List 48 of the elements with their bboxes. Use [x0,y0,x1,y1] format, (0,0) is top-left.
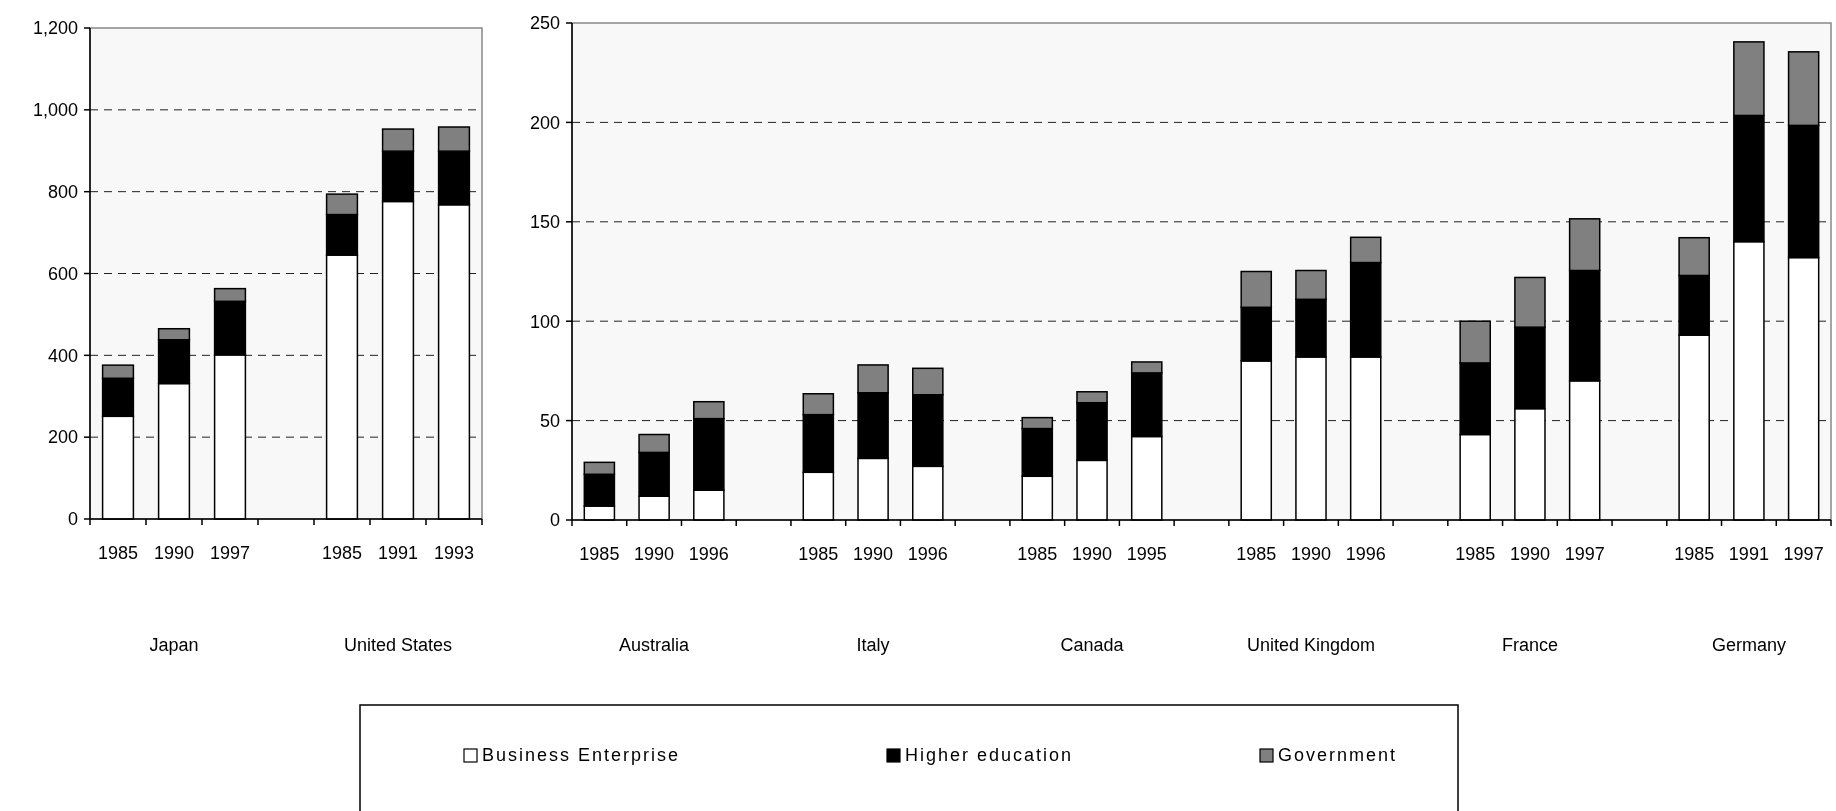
text: Japan [149,635,199,655]
text: Australia [619,635,691,655]
y-tick-label: 200 [529,112,560,133]
y-tick-label: 0 [549,510,560,531]
y-tick-label: 0 [67,509,78,530]
x-tick-label: 1990 [1509,544,1550,564]
x-tick-label: 1993 [433,543,475,563]
x-tick-label: 1985 [579,544,620,564]
x-tick-label: 1985 [97,543,139,563]
x-tick-label: 1990 [634,544,675,564]
x-tick-label: 1985 [1017,544,1058,564]
y-tick-label: 1,200 [32,18,78,39]
x-tick-label: 1985 [798,544,839,564]
x-tick-label: 1997 [1783,544,1824,564]
x-tick-label: 1991 [1728,544,1769,564]
text: France [1501,635,1558,655]
text: United States [343,635,453,655]
y-tick-label: 600 [47,263,78,284]
x-tick-label: 1991 [377,543,419,563]
x-tick-label: 1985 [321,543,363,563]
text: United Kingdom [1246,635,1376,655]
y-tick-label: 250 [529,13,560,34]
text: Italy [856,635,890,655]
x-tick-label: 1990 [1290,544,1331,564]
x-tick-label: 1985 [1455,544,1496,564]
x-tick-label: 1996 [907,544,948,564]
x-tick-label: 1996 [1345,544,1386,564]
y-tick-label: 200 [47,427,78,448]
y-tick-label: 150 [529,212,560,233]
x-tick-label: 1985 [1674,544,1715,564]
x-tick-label: 1996 [688,544,729,564]
y-tick-label: 400 [47,345,78,366]
x-tick-label: 1985 [1236,544,1277,564]
x-tick-label: 1997 [209,543,251,563]
legend-label: Higher education [905,745,1074,765]
y-tick-label: 800 [47,181,78,202]
text: Canada [1060,635,1125,655]
text: Germany [1711,635,1786,655]
legend-label: Business Enterprise [482,745,681,765]
x-tick-label: 1990 [1072,544,1113,564]
y-tick-label: 100 [529,311,560,332]
x-tick-label: 1995 [1126,544,1167,564]
x-tick-label: 1990 [853,544,894,564]
legend-label: Government [1278,745,1398,765]
x-tick-label: 1997 [1564,544,1605,564]
x-tick-label: 1990 [153,543,195,563]
y-tick-label: 50 [539,410,560,431]
y-tick-label: 1,000 [32,100,78,121]
